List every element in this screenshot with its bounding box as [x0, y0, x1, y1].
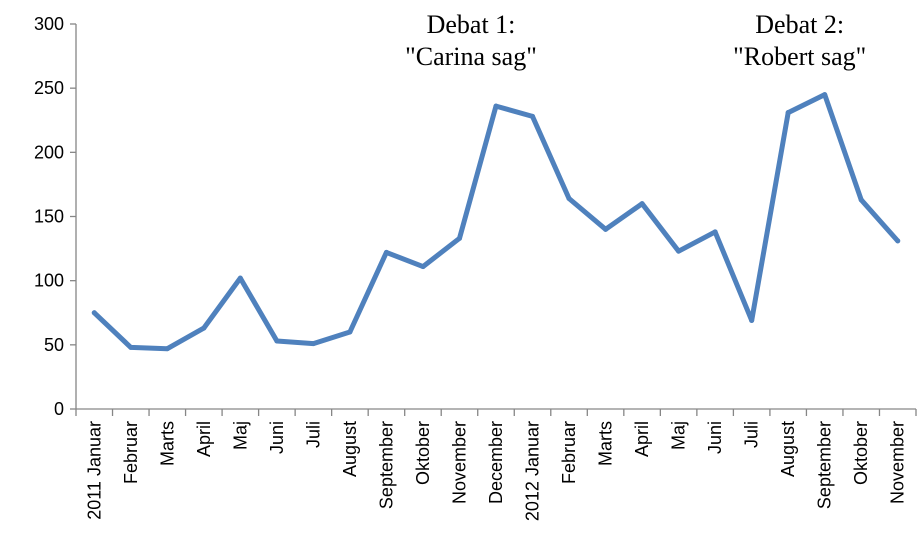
data-point	[566, 196, 572, 202]
series-layer	[91, 92, 901, 352]
x-tick-label: Februar	[559, 421, 579, 484]
annotation-line: Debat 2:	[755, 10, 844, 39]
data-point	[749, 317, 755, 323]
series-line	[91, 92, 901, 352]
y-tick-label: 150	[34, 207, 64, 227]
data-point	[310, 341, 316, 347]
x-tick-label: Juni	[705, 421, 725, 454]
x-tick-label: September	[815, 421, 835, 509]
annotation: Debat 2: "Robert sag"	[733, 10, 866, 71]
data-point	[456, 235, 462, 241]
x-tick-label: April	[194, 421, 214, 457]
annotation-line: Debat 1:	[427, 10, 516, 39]
x-tick-label: Marts	[596, 421, 616, 466]
y-tick-label: 250	[34, 78, 64, 98]
x-axis: 2011 Januar Februar Marts April Maj Juni Juli A…	[75, 408, 917, 521]
data-point	[164, 346, 170, 352]
x-tick-label: Juli	[742, 421, 762, 448]
x-tick-label: September	[376, 421, 396, 509]
data-point	[128, 344, 134, 350]
x-tick-label: Maj	[669, 421, 689, 450]
x-tick-label: November	[449, 421, 469, 504]
x-tick-label: November	[888, 421, 908, 504]
data-point	[639, 201, 645, 207]
annotation-line: "Carina sag"	[405, 42, 537, 71]
x-tick-label: August	[340, 421, 360, 477]
y-tick-label: 50	[44, 335, 64, 355]
annotation: Debat 1: "Carina sag"	[405, 10, 537, 71]
y-tick-label: 300	[34, 14, 64, 34]
data-point	[822, 92, 828, 98]
data-point	[858, 197, 864, 203]
y-tick-label: 100	[34, 271, 64, 291]
x-tick-label: Juni	[267, 421, 287, 454]
annotation-layer: Debat 1: "Carina sag" Debat 2: "Robert sag"	[405, 10, 866, 71]
y-tick-label: 200	[34, 142, 64, 162]
x-tick-label: Maj	[230, 421, 250, 450]
data-point	[895, 238, 901, 244]
x-tick-label: April	[632, 421, 652, 457]
data-point	[712, 229, 718, 235]
x-tick-label: Juli	[303, 421, 323, 448]
data-point	[785, 110, 791, 116]
data-point	[493, 103, 499, 109]
data-point	[420, 264, 426, 270]
x-tick-label: Oktober	[851, 421, 871, 485]
data-point	[91, 310, 97, 316]
x-tick-label: 2012 Januar	[523, 421, 543, 521]
x-tick-label: August	[778, 421, 798, 477]
annotation-line: "Robert sag"	[733, 42, 866, 71]
data-point	[603, 226, 609, 232]
y-axis: 0 50 100 150 200 250 300	[34, 14, 77, 419]
data-point	[383, 249, 389, 255]
x-tick-label: Februar	[121, 421, 141, 484]
data-point	[347, 329, 353, 335]
data-point	[201, 325, 207, 331]
data-point	[676, 248, 682, 254]
x-tick-label: 2011 Januar	[84, 421, 104, 520]
x-tick-label: December	[486, 421, 506, 504]
y-tick-label: 0	[54, 399, 64, 419]
data-point	[274, 338, 280, 344]
data-point	[530, 113, 536, 119]
x-tick-label: Oktober	[413, 421, 433, 485]
data-point	[237, 275, 243, 281]
x-tick-label: Marts	[157, 421, 177, 466]
